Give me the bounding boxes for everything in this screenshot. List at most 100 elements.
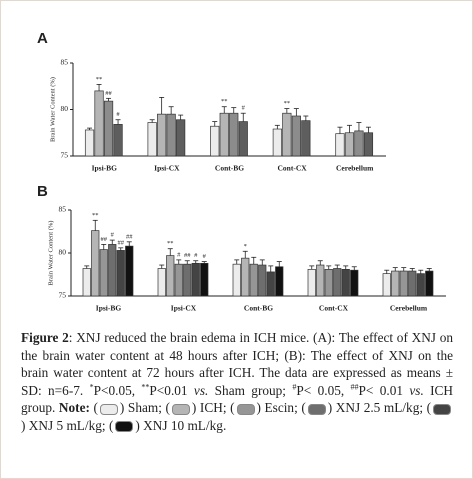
bar [108,244,117,297]
bar [307,268,316,297]
bar [174,263,183,297]
bar [258,264,267,297]
bar [157,268,166,297]
bar [84,129,95,157]
legend-paren: ( [108,417,114,433]
y-axis-title: Brain Water Content (%) [47,221,54,286]
legend-punct: ; [101,417,106,433]
bar [324,268,333,297]
legend-swatch [236,403,255,415]
caption-text: vs. [193,382,209,398]
panel-label: B [37,183,48,200]
significance-mark: # [111,232,115,239]
bar [391,270,400,297]
bar [425,270,434,297]
bar [266,271,275,297]
x-tick-label: Cerebellum [390,304,428,313]
legend-paren: ( [165,400,170,416]
significance-mark: ** [167,240,174,247]
caption-text: ## [350,382,359,392]
x-tick-label: Ipsi-CX [171,304,197,313]
bar [241,257,250,297]
bar [147,122,157,157]
caption-text: P<0.01 [149,382,194,398]
caption-text: ** [141,382,150,392]
significance-mark: * [244,243,247,250]
bar [382,273,391,297]
bar [399,270,408,297]
legend-swatch [307,403,326,415]
bar [157,113,167,157]
panel-label: A [37,30,48,47]
caption-text: Note: [58,400,90,416]
bar [125,245,134,297]
legend-punct: ; [294,400,298,416]
significance-mark: ## [101,236,108,243]
bar [316,264,325,297]
caption-text: Figure 2 [21,330,69,345]
legend-punct: ; [222,400,227,416]
legend-label: XNJ 5 mL/kg [28,417,102,433]
caption-text: ICH group. [21,382,454,416]
y-axis-title: Brain Water Content (%) [49,77,56,142]
x-tick-label: Ipsi-BG [92,164,118,173]
caption-text: P< 0.01 [358,382,410,398]
legend-paren: ( [93,400,98,416]
bar [301,120,311,157]
bar [94,90,104,157]
bar [249,263,258,297]
legend-punct: ; [419,400,424,416]
legend-paren: ) [135,417,140,433]
caption-text: * [89,382,94,392]
bar [116,250,125,297]
legend-paren: ) [21,417,26,433]
y-tick-label: 80 [61,104,69,113]
bar [282,112,292,157]
charts: A Brain Water Content (%) 75 80 85 Ipsi-BG ** #… [37,30,446,313]
legend-label: ICH [199,400,223,416]
bar [272,128,282,157]
legend-label: Escin [264,400,295,416]
legend-label: XNJ 10 mL/kg [143,417,223,433]
legend-swatch [433,403,452,415]
significance-mark: ## [126,233,133,240]
y-tick-label: 85 [61,58,69,67]
y-tick-label: 75 [61,151,69,160]
bar [341,268,350,297]
bar [354,130,364,157]
x-tick-label: Ipsi-BG [96,304,122,313]
x-tick-label: Cont-BG [215,164,244,173]
y-tick-label: 80 [59,248,67,257]
legend-punct: . [222,417,227,433]
significance-mark: ** [92,212,99,219]
legend-paren: ) [191,400,197,416]
significance-mark: # [116,111,120,118]
legend-swatch [171,403,190,415]
caption-text: : XNJ reduced the brain edema in ICH mic… [21,330,453,398]
significance-mark: ** [96,76,103,83]
bar [200,262,209,297]
x-tick-label: Cont-CX [278,164,308,173]
bar [416,273,425,297]
bar [229,112,239,157]
caption-text: vs. [409,382,424,398]
legend-label: XNJ 2.5 mL/kg [335,400,420,416]
bar [219,112,229,157]
bar [333,268,342,297]
significance-mark: # [203,253,207,260]
x-tick-label: Cerebellum [336,164,374,173]
significance-mark: # [242,105,246,112]
bar [238,121,248,157]
bar [232,263,241,297]
legend-paren: ) [327,400,333,416]
caption-text: Sham group; [208,382,293,398]
significance-mark: ## [118,239,125,246]
significance-mark: ## [184,252,191,259]
bar [335,133,345,157]
legend-label: Sham [127,400,159,416]
bar [291,115,301,157]
bar [191,262,200,297]
bar [99,249,108,297]
bar [176,119,186,157]
